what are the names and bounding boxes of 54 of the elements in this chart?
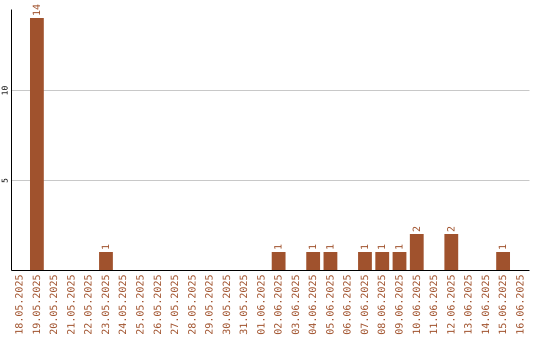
x-tick-label: 21.05.2025: [66, 274, 78, 335]
x-tick-label: 10.06.2025: [412, 274, 423, 335]
x-tick-label: 30.05.2025: [222, 274, 233, 335]
bar: [392, 252, 406, 270]
bar: [30, 18, 44, 270]
x-tick-label: 19.05.2025: [32, 274, 43, 335]
x-tick-label: 12.06.2025: [446, 274, 458, 335]
bar: [272, 252, 286, 270]
x-tick-label: 25.05.2025: [136, 274, 146, 335]
data-label: 1: [274, 244, 285, 250]
x-tick-label: 18.05.2025: [14, 274, 26, 335]
x-tick-label: 27.05.2025: [170, 274, 182, 335]
bar: [306, 252, 320, 270]
x-tick-label: 22.05.2025: [84, 274, 95, 335]
bar: [99, 252, 113, 270]
bar: [444, 234, 458, 270]
x-tick-label: 11.06.2025: [429, 274, 440, 335]
x-tick-label: 07.06.2025: [360, 274, 371, 335]
x-tick-label: 24.05.2025: [118, 274, 130, 335]
data-label: 1: [377, 244, 388, 250]
x-tick-label: 14.06.2025: [480, 274, 492, 335]
data-label: 1: [394, 244, 406, 250]
x-tick-label: 06.06.2025: [342, 274, 354, 335]
x-tick-label: 03.06.2025: [290, 274, 302, 335]
x-tick-label: 08.06.2025: [377, 274, 388, 335]
data-label: 1: [308, 244, 320, 250]
data-label: 14: [32, 4, 43, 16]
x-tick-label: 31.05.2025: [239, 274, 250, 335]
data-label: 1: [100, 244, 112, 250]
x-tick-label: 28.05.2025: [187, 274, 198, 335]
x-tick-label: 29.05.2025: [204, 274, 216, 335]
x-tick-label: 13.06.2025: [464, 274, 475, 335]
bar: [496, 252, 510, 270]
y-tick-label: 5: [0, 178, 10, 183]
x-tick-label: 23.05.2025: [100, 274, 112, 335]
x-tick-label: 04.06.2025: [308, 274, 320, 335]
bar: [358, 252, 372, 270]
y-tick-label: 10: [0, 86, 10, 96]
x-tick-label: 01.06.2025: [256, 274, 268, 335]
bar: [375, 252, 390, 270]
data-label: 1: [360, 244, 371, 250]
x-tick-label: 05.06.2025: [325, 274, 336, 335]
bar: [324, 252, 338, 270]
x-tick-label: 16.06.2025: [515, 274, 526, 335]
x-tick-label: 09.06.2025: [394, 274, 406, 335]
data-label: 1: [498, 244, 510, 250]
x-tick-label: 02.06.2025: [274, 274, 285, 335]
data-label: 2: [412, 226, 423, 232]
bar: [410, 234, 424, 270]
x-tick-label: 15.06.2025: [498, 274, 510, 335]
x-tick-label: 20.05.2025: [49, 274, 60, 335]
x-tick-label: 26.05.2025: [152, 274, 164, 335]
data-label: 1: [325, 244, 336, 250]
data-label: 2: [446, 226, 458, 232]
